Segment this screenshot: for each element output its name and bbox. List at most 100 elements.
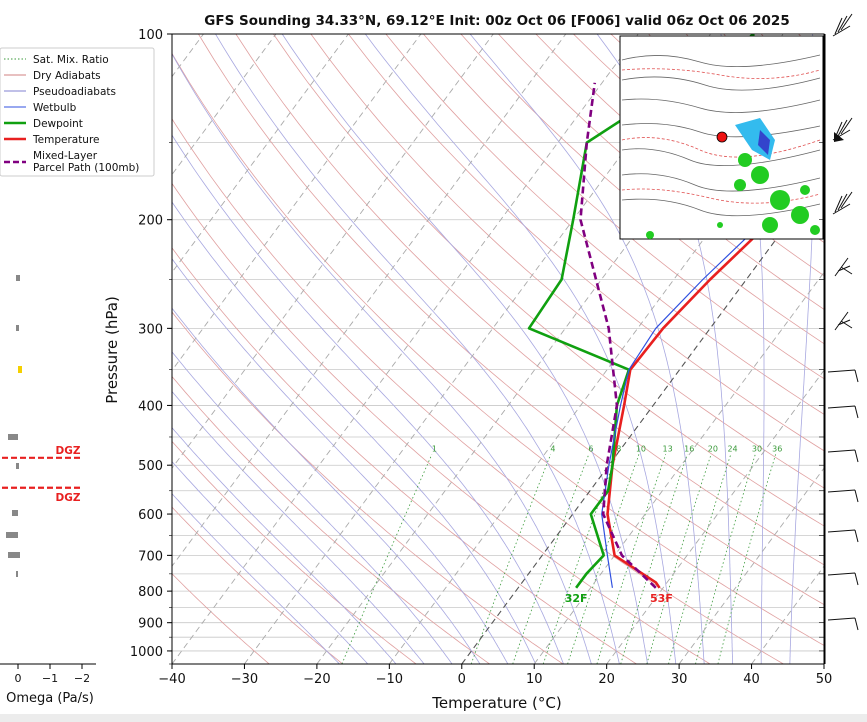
wind-barb: [827, 405, 859, 419]
isotherm-line: [172, 34, 422, 372]
mixing-ratio-label: 16: [684, 445, 694, 454]
pseudoadiabat-line: [172, 427, 397, 664]
omega-tick-label: −2: [74, 672, 90, 685]
legend-label: Mixed-Layer: [33, 150, 98, 162]
x-axis-label: Temperature (°C): [431, 694, 561, 712]
wind-barb: [832, 13, 853, 37]
y-tick-label: 500: [138, 459, 163, 474]
mixing-ratio-label: 8: [616, 445, 621, 454]
dry-adiabat-line: [273, 34, 824, 527]
pseudoadiabat-line: [172, 53, 592, 664]
mixing-ratio-line: [470, 454, 552, 664]
pseudoadiabat-line: [172, 460, 369, 664]
pseudoadiabat-line: [172, 351, 453, 664]
y-tick-label: 1000: [130, 645, 163, 660]
omega-bar: [18, 366, 22, 373]
y-tick-label: 700: [138, 549, 163, 564]
omega-bar: [16, 325, 19, 331]
wind-barb: [827, 449, 859, 463]
dry-adiabat-line: [836, 34, 867, 664]
bottom-strip: [0, 714, 867, 722]
x-tick-label: 10: [526, 672, 543, 687]
inset-map: [619, 35, 824, 240]
mixing-ratio-line: [695, 454, 756, 664]
pseudoadiabat-line: [596, 34, 734, 664]
y-tick-label: 400: [138, 399, 163, 414]
pseudoadiabat-line: [172, 493, 340, 664]
wind-barbs: [824, 13, 859, 664]
dgz-label: DGZ: [56, 445, 81, 457]
dry-adiabat-line: [172, 440, 417, 664]
wind-barb: [827, 369, 859, 383]
omega-bar: [16, 275, 20, 281]
dgz-label: DGZ: [56, 492, 81, 504]
y-axis-label: Pressure (hPa): [103, 296, 121, 404]
omega-tick-label: 0: [15, 672, 22, 685]
x-tick-label: −40: [158, 672, 185, 687]
x-axis: −40 −30 −20 −10 0 10 20 30 40 50: [158, 664, 832, 687]
wind-barb: [827, 489, 859, 503]
wind-barb: [834, 257, 853, 277]
isotherm-line: [172, 34, 494, 469]
mixing-ratio-label: 30: [752, 445, 762, 454]
dry-adiabat-line: [498, 34, 824, 310]
mixing-ratio-label: 24: [727, 445, 737, 454]
x-tick-label: −30: [231, 672, 258, 687]
mixing-ratio-line: [646, 454, 712, 664]
dry-adiabat-line: [460, 34, 824, 345]
dry-adiabat-line: [172, 506, 343, 664]
wind-barb: [832, 117, 853, 141]
pseudoadiabat-line: [172, 307, 481, 664]
omega-bar: [16, 571, 18, 577]
y-tick-label: 100: [138, 28, 163, 43]
isotherm-line: [172, 34, 277, 176]
surface-dewpoint-label: 32F: [565, 592, 588, 605]
dry-adiabat-line: [172, 311, 564, 664]
dry-adiabat-line: [172, 118, 784, 664]
pseudoadiabat-line: [469, 34, 705, 664]
mixing-ratio-label: 6: [588, 445, 593, 454]
legend-label: Pseudoadiabats: [33, 86, 116, 98]
pseudoadiabat-line: [364, 34, 677, 664]
legend-label: Temperature: [32, 134, 100, 146]
pseudoadiabat-line: [789, 34, 816, 664]
dry-adiabat-line: [172, 573, 270, 664]
mixing-ratio-line: [567, 454, 640, 664]
pseudoadiabat-line: [172, 258, 509, 664]
dry-adiabat-line: [172, 182, 711, 664]
omega-bar: [6, 532, 18, 538]
wind-barb: [832, 191, 853, 215]
mixing-ratio-line: [717, 454, 776, 664]
legend-label: Dry Adiabats: [33, 70, 101, 82]
mixing-ratio-line: [596, 454, 667, 664]
mixing-ratio-line: [668, 454, 732, 664]
isotherm-line: [533, 271, 824, 664]
pseudoadiabat-line: [172, 390, 425, 664]
omega-bar: [16, 463, 19, 469]
legend-label: Parcel Path (100mb): [33, 162, 139, 174]
plot-frame: [171, 33, 825, 665]
legend-label: Sat. Mix. Ratio: [33, 54, 109, 66]
pseudoadiabat-line: [215, 34, 620, 664]
pseudoadiabat-line: [172, 201, 536, 664]
gridlines: [172, 34, 824, 664]
wind-barb-pennant: [834, 132, 844, 142]
omega-bar: [8, 552, 20, 558]
wind-barb: [827, 617, 859, 631]
y-tick-label: 800: [138, 585, 163, 600]
legend: Sat. Mix. Ratio Dry Adiabats Pseudoadiabat…: [0, 47, 155, 177]
dry-adiabat-line: [172, 247, 637, 664]
x-tick-label: −10: [376, 672, 403, 687]
isotherm-line: [461, 173, 824, 664]
mixing-ratio-line: [341, 454, 433, 664]
x-tick-label: 40: [743, 672, 760, 687]
x-tick-label: 20: [598, 672, 615, 687]
legend-label: Wetbulb: [33, 102, 77, 114]
wind-barb: [834, 311, 853, 331]
isotherm-line: [823, 663, 824, 664]
isotherm-line: [172, 34, 567, 567]
wind-barb: [827, 572, 859, 586]
dry-adiabat-line: [235, 34, 824, 566]
y-tick-label: 200: [138, 214, 163, 229]
